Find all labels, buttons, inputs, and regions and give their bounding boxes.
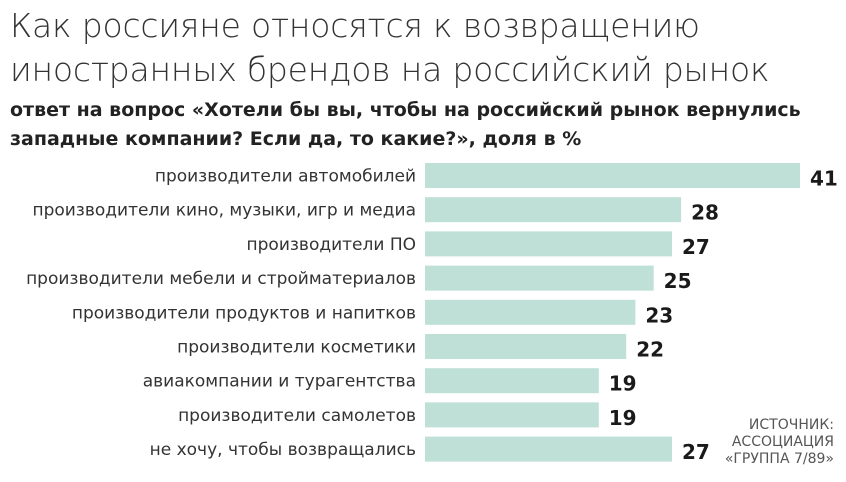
category-label: производители самолетов: [178, 406, 416, 426]
value-label: 19: [609, 372, 637, 396]
category-label: производители кино, музыки, игр и медиа: [32, 201, 416, 221]
value-label: 25: [664, 269, 692, 293]
value-label: 19: [609, 406, 637, 430]
bar: [425, 231, 672, 257]
bar: [425, 197, 682, 223]
value-label: 41: [810, 167, 838, 191]
category-label: авиакомпании и турагентства: [143, 372, 416, 392]
value-label: 27: [682, 440, 710, 464]
chart-subtitle: ответ на вопрос «Хотели бы вы, чтобы на …: [10, 99, 801, 150]
bar: [425, 334, 627, 359]
category-label: производители мебели и стройматериалов: [26, 269, 416, 289]
source-line-2: АССОЦИАЦИЯ: [731, 434, 834, 450]
bar: [425, 368, 599, 394]
bar: [425, 436, 672, 462]
category-label: производители косметики: [177, 338, 416, 358]
source-line-1: ИСТОЧНИК:: [748, 417, 834, 433]
value-label: 23: [645, 303, 673, 327]
value-label: 27: [682, 235, 710, 259]
bar: [425, 163, 800, 188]
category-label: производители автомобилей: [155, 167, 416, 187]
bar: [425, 299, 636, 325]
chart-title: Как россияне относятся к возвращению ино…: [10, 6, 770, 89]
value-label: 22: [636, 338, 664, 362]
source-note: ИСТОЧНИК: АССОЦИАЦИЯ «ГРУППА 7/89»: [674, 417, 834, 468]
value-label: 28: [691, 201, 719, 225]
bar: [425, 265, 654, 291]
bars-layer: производители автомобилей 41 производители…: [26, 163, 838, 464]
source-line-3: «ГРУППА 7/89»: [724, 451, 834, 467]
category-label: производители продуктов и напитков: [72, 303, 416, 323]
bar: [425, 402, 599, 428]
category-label: производители ПО: [247, 235, 416, 255]
category-label: не хочу, чтобы возвращались: [150, 440, 416, 460]
